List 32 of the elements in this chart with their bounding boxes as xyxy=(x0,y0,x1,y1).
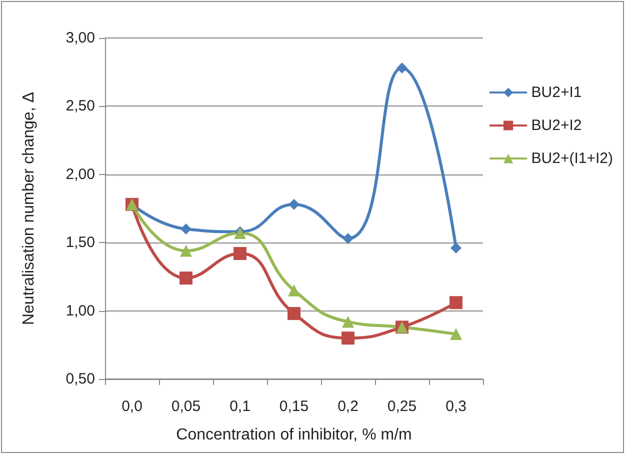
x-tick-label: 0,2 xyxy=(338,398,358,415)
point xyxy=(450,328,462,340)
y-tick-label: 0,50 xyxy=(66,370,95,388)
point xyxy=(342,233,354,244)
y-tick-label: 1,50 xyxy=(66,234,95,252)
x-tick-label: 0,1 xyxy=(230,398,250,415)
x-tick-label: 0,3 xyxy=(446,398,466,415)
point xyxy=(288,198,300,210)
point xyxy=(180,223,192,234)
y-tick-label: 2,50 xyxy=(66,98,95,115)
legend-label: BU2+I1 xyxy=(531,84,582,101)
point xyxy=(450,242,462,254)
y-tick-label: 2,00 xyxy=(66,166,95,183)
y-tick-label: 3,00 xyxy=(66,30,95,46)
point xyxy=(342,332,354,345)
legend-label: BU2+I2 xyxy=(531,117,582,134)
x-axis-title: Concentration of inhibitor, % m/m xyxy=(176,426,412,444)
legend-label: BU2+(I1+I2) xyxy=(531,150,614,167)
x-tick-label: 0,0 xyxy=(122,398,142,415)
point xyxy=(234,247,246,260)
y-tick-label: 1,00 xyxy=(66,302,95,320)
x-tick-label: 0,25 xyxy=(387,398,417,415)
point xyxy=(450,296,462,310)
x-tick-label: 0,15 xyxy=(279,398,309,415)
point xyxy=(342,316,354,328)
point xyxy=(396,62,408,74)
point xyxy=(180,244,192,257)
point xyxy=(288,307,300,320)
x-tick-label: 0,05 xyxy=(171,398,201,415)
y-axis-title: Neutralisation number change, Δ xyxy=(20,92,38,326)
point xyxy=(180,272,192,285)
point xyxy=(288,284,300,296)
